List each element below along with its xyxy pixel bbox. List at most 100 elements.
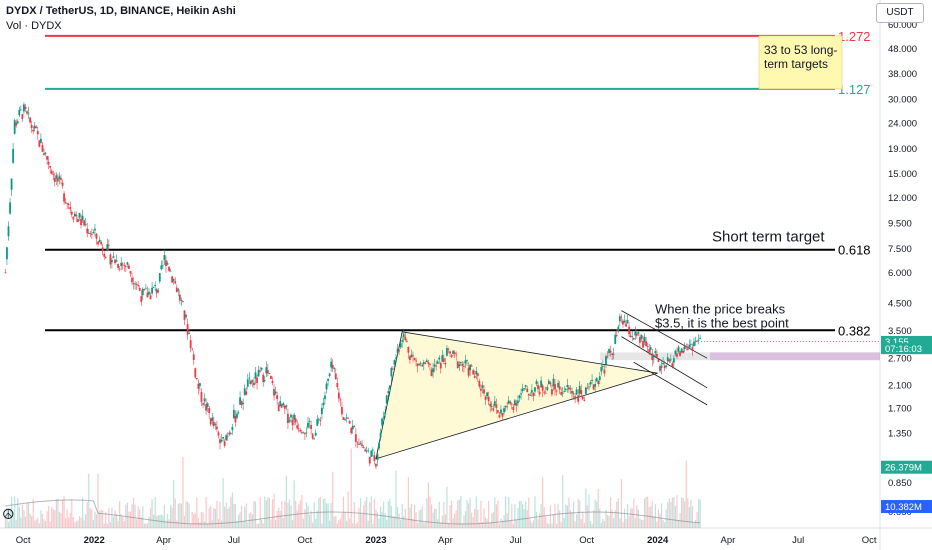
candle-body[interactable]	[642, 341, 644, 348]
candle-body[interactable]	[226, 435, 229, 437]
candle-body[interactable]	[520, 393, 522, 395]
candle-body[interactable]	[174, 281, 177, 284]
candle-body[interactable]	[317, 418, 320, 420]
candle-body[interactable]	[169, 270, 172, 272]
candle-body[interactable]	[418, 363, 421, 365]
candle-body[interactable]	[305, 432, 308, 434]
candle-body[interactable]	[117, 264, 120, 268]
candle-body[interactable]	[566, 385, 569, 387]
candle-body[interactable]	[83, 220, 86, 226]
candle-body[interactable]	[626, 320, 629, 324]
candle-body[interactable]	[591, 379, 593, 382]
candle-body[interactable]	[320, 407, 323, 415]
candle-body[interactable]	[696, 341, 698, 343]
candle-body[interactable]	[424, 362, 427, 364]
candle-body[interactable]	[385, 395, 388, 404]
candle-body[interactable]	[307, 422, 309, 428]
candle-body[interactable]	[541, 385, 544, 391]
candle-body[interactable]	[543, 391, 546, 393]
candle-body[interactable]	[430, 369, 433, 376]
candle-body[interactable]	[540, 380, 543, 388]
candle-body[interactable]	[254, 372, 257, 379]
candle-body[interactable]	[662, 362, 664, 365]
candle-body[interactable]	[656, 353, 658, 357]
candle-body[interactable]	[104, 256, 107, 258]
candle-body[interactable]	[30, 125, 33, 128]
candle-body[interactable]	[232, 409, 235, 419]
candle-body[interactable]	[601, 366, 604, 367]
candle-body[interactable]	[21, 114, 24, 119]
candle-body[interactable]	[551, 389, 553, 395]
candle-body[interactable]	[211, 417, 214, 421]
candle-body[interactable]	[256, 377, 258, 384]
candle-body[interactable]	[354, 434, 357, 442]
candle-body[interactable]	[313, 438, 316, 440]
candle-body[interactable]	[268, 373, 271, 375]
candle-body[interactable]	[480, 388, 482, 391]
candle-body[interactable]	[663, 365, 666, 369]
candle-body[interactable]	[154, 285, 157, 286]
candle-body[interactable]	[620, 316, 623, 318]
candle-body[interactable]	[13, 120, 16, 134]
candle-body[interactable]	[643, 336, 646, 343]
candle-body[interactable]	[364, 449, 367, 452]
candle-body[interactable]	[395, 357, 397, 359]
candle-body[interactable]	[194, 368, 197, 378]
candle-body[interactable]	[47, 162, 50, 165]
candle-body[interactable]	[350, 428, 353, 433]
candle-body[interactable]	[23, 104, 25, 112]
candle-body[interactable]	[26, 111, 28, 114]
candle-body[interactable]	[237, 412, 240, 414]
candle-body[interactable]	[262, 374, 265, 383]
candle-body[interactable]	[243, 388, 246, 396]
candle-body[interactable]	[413, 358, 416, 360]
candle-body[interactable]	[172, 278, 175, 281]
candle-body[interactable]	[444, 362, 447, 365]
candle-body[interactable]	[631, 336, 634, 338]
candle-body[interactable]	[379, 432, 382, 438]
candle-body[interactable]	[483, 389, 485, 394]
candle-body[interactable]	[697, 339, 700, 341]
candle-body[interactable]	[368, 456, 371, 464]
candle-body[interactable]	[319, 419, 322, 421]
candle-body[interactable]	[597, 380, 600, 384]
candle-body[interactable]	[49, 166, 52, 168]
candle-body[interactable]	[191, 348, 194, 350]
candle-body[interactable]	[524, 385, 527, 387]
candle-body[interactable]	[615, 335, 618, 336]
tradingview-logo-icon[interactable]: ☮	[2, 506, 15, 522]
candle-body[interactable]	[375, 463, 377, 467]
candle-body[interactable]	[580, 390, 583, 395]
candle-body[interactable]	[608, 349, 610, 353]
candle-body[interactable]	[308, 421, 311, 422]
candle-body[interactable]	[90, 233, 93, 235]
candle-body[interactable]	[260, 367, 263, 370]
candle-body[interactable]	[310, 424, 312, 430]
candle-body[interactable]	[666, 357, 669, 362]
candle-body[interactable]	[299, 430, 302, 432]
candle-body[interactable]	[552, 378, 555, 387]
candle-body[interactable]	[598, 376, 601, 381]
candle-body[interactable]	[53, 177, 56, 182]
candle-body[interactable]	[523, 388, 526, 390]
candle-body[interactable]	[212, 421, 215, 426]
candle-body[interactable]	[382, 416, 385, 418]
candle-body[interactable]	[405, 340, 408, 342]
candle-body[interactable]	[300, 432, 303, 434]
candle-body[interactable]	[101, 247, 104, 251]
candle-body[interactable]	[7, 226, 10, 237]
candle-body[interactable]	[12, 148, 15, 163]
candle-body[interactable]	[392, 368, 394, 370]
candle-body[interactable]	[487, 396, 490, 402]
candle-body[interactable]	[419, 362, 422, 364]
candle-body[interactable]	[490, 406, 493, 407]
candle-body[interactable]	[513, 400, 516, 406]
candle-body[interactable]	[537, 385, 539, 390]
candle-body[interactable]	[61, 182, 64, 186]
candle-body[interactable]	[296, 425, 299, 429]
candle-body[interactable]	[160, 265, 163, 270]
candle-body[interactable]	[676, 353, 678, 357]
candle-body[interactable]	[141, 288, 144, 296]
candle-body[interactable]	[195, 378, 198, 379]
candle-body[interactable]	[333, 368, 336, 369]
